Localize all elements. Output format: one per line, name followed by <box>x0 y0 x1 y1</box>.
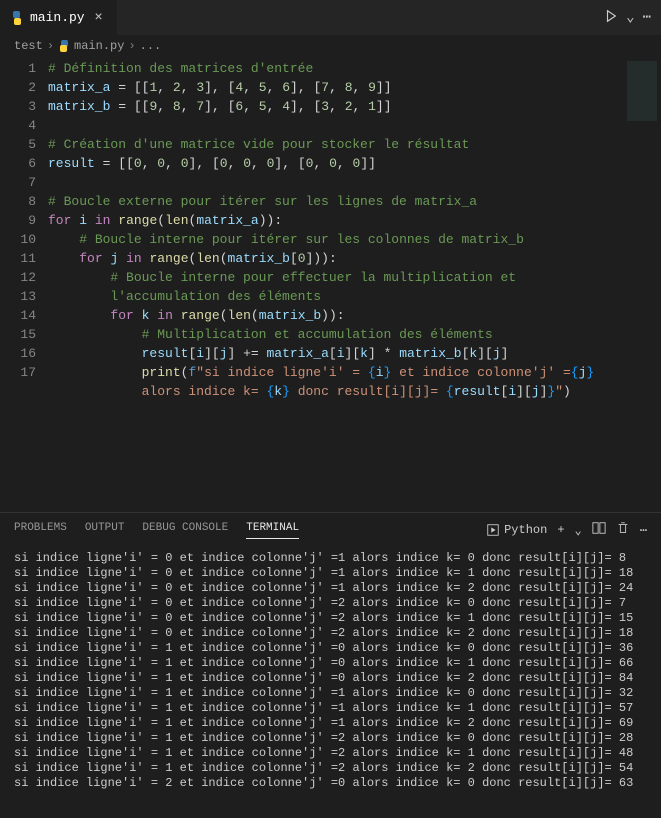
chevron-down-icon[interactable]: ⌄ <box>575 523 582 538</box>
close-icon[interactable]: × <box>91 10 107 26</box>
line-gutter: 123456789101112 13141516 17 <box>0 57 48 512</box>
chevron-down-icon[interactable]: ⌄ <box>626 9 634 26</box>
trash-icon[interactable] <box>616 521 630 539</box>
python-icon <box>10 11 24 25</box>
python-icon <box>58 40 70 52</box>
chevron-right-icon: › <box>47 39 54 53</box>
editor[interactable]: 123456789101112 13141516 17 # Définition… <box>0 57 661 512</box>
panel-bar: PROBLEMS OUTPUT DEBUG CONSOLE TERMINAL P… <box>0 512 661 547</box>
more-icon[interactable]: ⋯ <box>643 9 651 26</box>
tab-bar: main.py × ⌄ ⋯ <box>0 0 661 35</box>
tab-terminal[interactable]: TERMINAL <box>246 522 299 539</box>
tab-problems[interactable]: PROBLEMS <box>14 522 67 539</box>
terminal[interactable]: si indice ligne'i' = 0 et indice colonne… <box>0 547 661 818</box>
chevron-right-icon: › <box>128 39 135 53</box>
launch-profile[interactable]: Python <box>486 523 547 537</box>
new-terminal-icon[interactable]: + <box>557 523 564 537</box>
tab-main-py[interactable]: main.py × <box>0 0 117 35</box>
breadcrumb: test › main.py › ... <box>0 35 661 57</box>
more-icon[interactable]: ⋯ <box>640 523 647 538</box>
breadcrumb-folder[interactable]: test <box>14 39 43 53</box>
code-area[interactable]: # Définition des matrices d'entréematrix… <box>48 57 661 512</box>
tab-output[interactable]: OUTPUT <box>85 522 125 539</box>
minimap[interactable] <box>627 61 657 161</box>
split-icon[interactable] <box>592 521 606 539</box>
breadcrumb-file[interactable]: main.py <box>74 39 124 53</box>
tab-debug[interactable]: DEBUG CONSOLE <box>142 522 228 539</box>
tab-filename: main.py <box>30 10 85 25</box>
breadcrumb-symbol[interactable]: ... <box>140 39 162 53</box>
run-icon[interactable] <box>604 9 618 27</box>
